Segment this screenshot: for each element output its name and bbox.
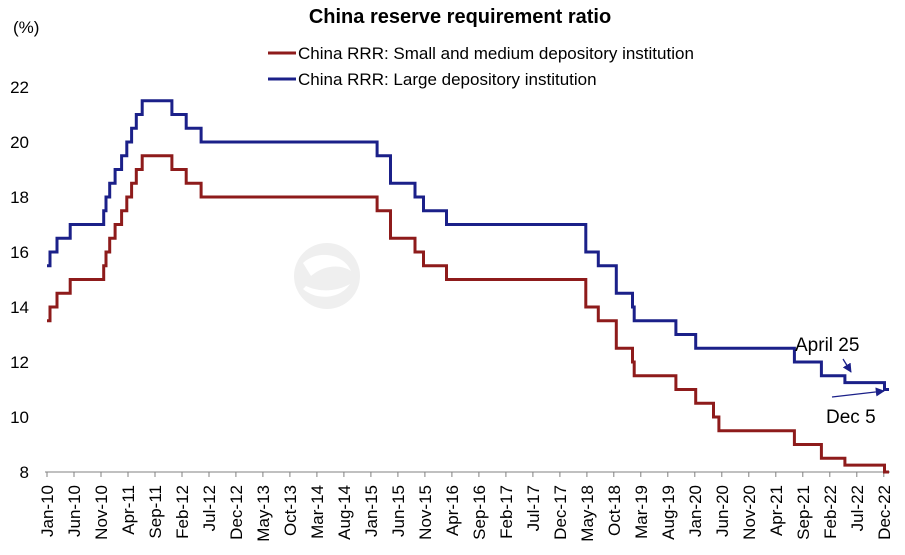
x-tick-label: Feb-17 xyxy=(497,485,516,539)
x-tick-label: Oct-13 xyxy=(281,485,300,536)
x-tick-label: Dec-17 xyxy=(551,485,570,540)
y-tick-label: 18 xyxy=(10,188,29,207)
x-tick-label: Jun-20 xyxy=(713,485,732,537)
watermark-logo xyxy=(294,243,360,309)
y-tick-label: 22 xyxy=(10,78,29,97)
y-tick-label: 14 xyxy=(10,298,29,317)
annotation-label-dec-5: Dec 5 xyxy=(826,407,876,428)
legend-label-large: China RRR: Large depository institution xyxy=(298,70,597,89)
x-tick-label: Jun-15 xyxy=(389,485,408,537)
y-axis-label: (%) xyxy=(13,18,39,37)
x-axis: Jan-10 Jun-10 Nov-10 Apr-11 Sep-11 Feb-12 Jul-… xyxy=(38,471,894,542)
x-tick-label: Jul-22 xyxy=(848,485,867,531)
legend: China RRR: Small and medium depository i… xyxy=(268,44,694,89)
x-tick-label: Aug-14 xyxy=(335,485,354,540)
x-tick-label: Apr-16 xyxy=(443,485,462,536)
y-axis: 8 10 12 14 16 18 20 22 xyxy=(10,78,29,482)
annotation-april-25: April 25 xyxy=(795,335,859,373)
x-tick-label: Sep-11 xyxy=(146,485,165,539)
y-tick-label: 16 xyxy=(10,243,29,262)
legend-label-small-medium: China RRR: Small and medium depository i… xyxy=(298,44,694,63)
x-tick-label: May-13 xyxy=(254,485,273,542)
annotation-arrow-april-25 xyxy=(842,358,852,373)
x-tick-label: Jun-10 xyxy=(65,485,84,537)
x-tick-label: Apr-21 xyxy=(767,485,786,536)
x-tick-label: Jul-12 xyxy=(200,485,219,531)
x-tick-label: Apr-11 xyxy=(119,485,138,535)
x-tick-label: Nov-10 xyxy=(92,485,111,540)
x-tick-label: Nov-20 xyxy=(740,485,759,540)
x-tick-label: Dec-22 xyxy=(875,485,894,540)
chart-title: China reserve requirement ratio xyxy=(309,6,611,28)
x-tick-label: Sep-21 xyxy=(794,485,813,540)
series-line-large xyxy=(47,99,889,391)
y-tick-label: 10 xyxy=(10,408,29,427)
y-tick-label: 20 xyxy=(10,133,29,152)
x-tick-label: Jan-20 xyxy=(686,485,705,537)
x-tick-label: Mar-14 xyxy=(308,485,327,539)
y-tick-label: 12 xyxy=(10,353,29,372)
x-tick-label: Sep-16 xyxy=(470,485,489,540)
x-tick-label: Feb-22 xyxy=(821,485,840,539)
series-line-small-medium xyxy=(47,154,889,474)
annotation-dec-5: Dec 5 xyxy=(826,387,885,428)
x-tick-label: Aug-19 xyxy=(659,485,678,540)
x-tick-label: Mar-19 xyxy=(632,485,651,539)
x-tick-label: Jan-10 xyxy=(38,485,57,537)
x-tick-label: Dec-12 xyxy=(227,485,246,540)
y-tick-label: 8 xyxy=(20,463,29,482)
x-tick-label: May-18 xyxy=(578,485,597,542)
x-tick-label: Jul-17 xyxy=(524,485,543,531)
x-tick-label: Feb-12 xyxy=(173,485,192,539)
x-tick-label: Nov-15 xyxy=(416,485,435,540)
annotation-arrow-dec-5 xyxy=(831,387,885,398)
x-tick-label: Oct-18 xyxy=(605,485,624,536)
annotation-label-april-25: April 25 xyxy=(795,335,859,356)
x-tick-label: Jan-15 xyxy=(362,485,381,537)
